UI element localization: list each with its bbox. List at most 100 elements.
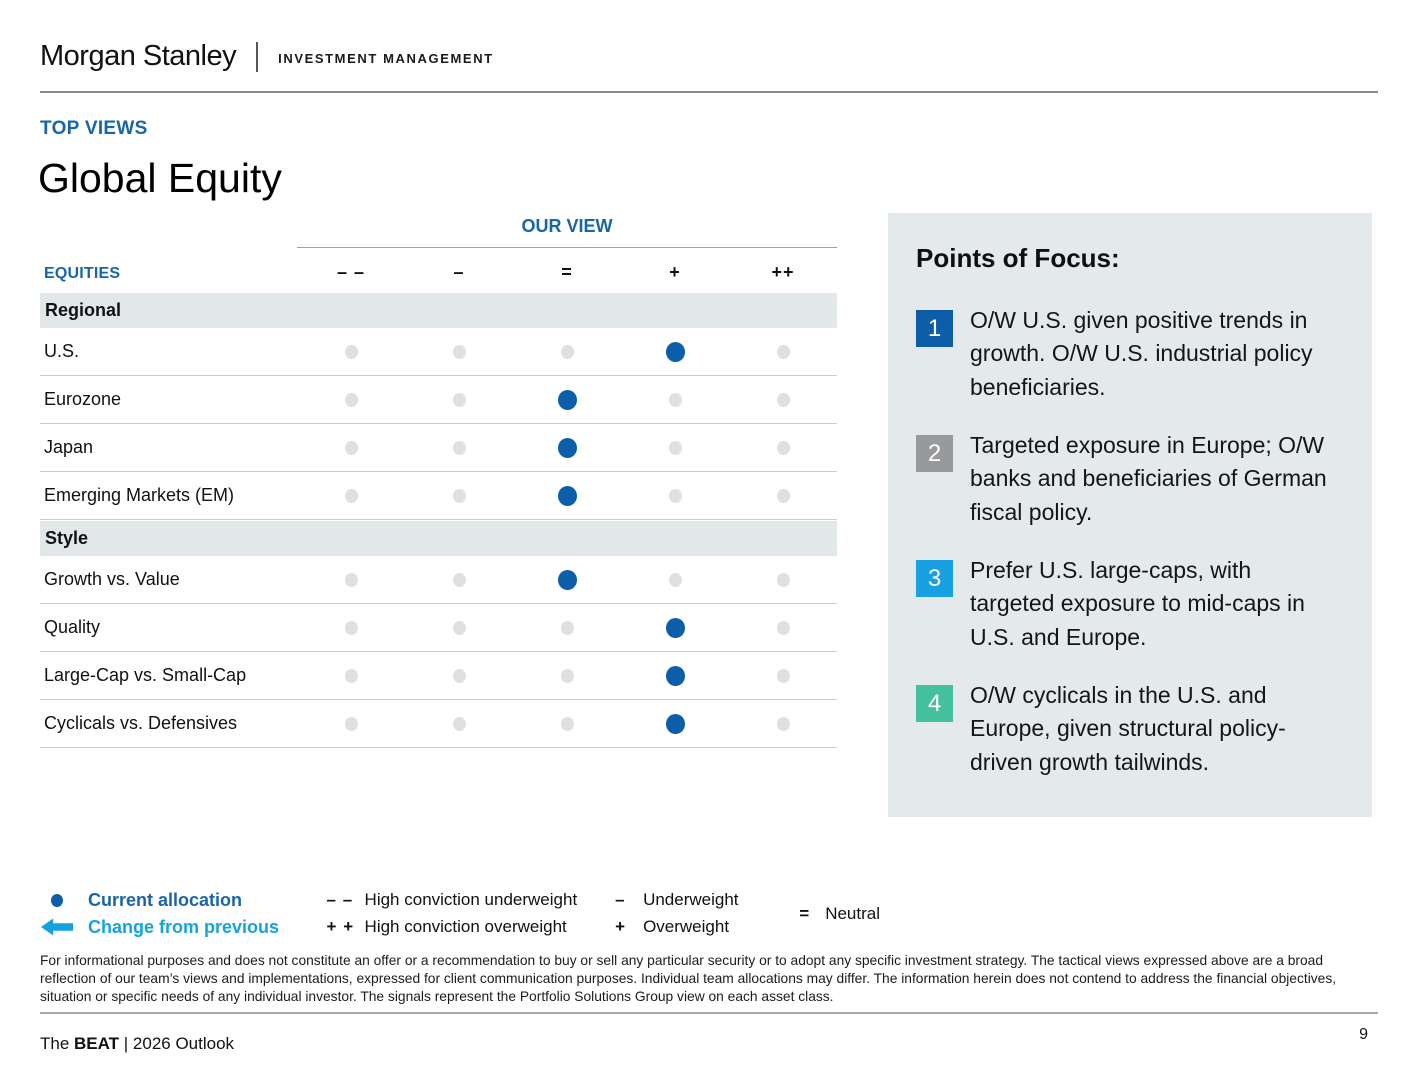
table-row: Large-Cap vs. Small-Cap xyxy=(40,652,837,700)
legend-symbol: + xyxy=(615,917,626,936)
equities-table: OUR VIEW EQUITIES – – – = + ++ Regional U.S. E… xyxy=(40,216,837,748)
footer-bold: BEAT xyxy=(74,1034,120,1053)
legend-label: Neutral xyxy=(825,903,880,923)
allocation-cell xyxy=(729,344,837,359)
legend-change-from-previous-label: Change from previous xyxy=(88,916,280,937)
empty-allocation-dot xyxy=(560,668,574,683)
row-label: Japan xyxy=(44,437,94,457)
column-header-row: EQUITIES – – – = + ++ xyxy=(40,248,837,292)
page-number: 9 xyxy=(1359,1026,1368,1043)
row-label: Emerging Markets (EM) xyxy=(44,485,235,505)
view-column-header: + xyxy=(669,262,681,282)
row-label: Eurozone xyxy=(44,389,122,409)
points-of-focus-panel: Points of Focus: 1 O/W U.S. given positiv… xyxy=(888,213,1372,817)
allocation-cell xyxy=(405,620,513,635)
empty-allocation-dot xyxy=(776,440,790,455)
allocation-cell xyxy=(729,392,837,407)
table-row: Quality xyxy=(40,604,837,652)
current-allocation-dot xyxy=(557,569,577,590)
empty-allocation-dot xyxy=(452,620,466,635)
row-label: Large-Cap vs. Small-Cap xyxy=(44,665,247,685)
empty-allocation-dot xyxy=(776,620,790,635)
allocation-cell xyxy=(405,440,513,455)
table-row: Eurozone xyxy=(40,376,837,424)
section-header-row: Style xyxy=(40,521,837,556)
empty-allocation-dot xyxy=(344,572,358,587)
empty-allocation-dot xyxy=(776,668,790,683)
allocation-cell xyxy=(297,716,405,731)
footer-divider xyxy=(40,1012,1378,1014)
allocation-cell xyxy=(513,485,621,506)
focus-point-text: O/W cyclicals in the U.S. and Europe, gi… xyxy=(970,682,1286,775)
legend-weight-group: – Underweight + Overweight xyxy=(615,889,771,938)
allocation-cell xyxy=(621,713,729,734)
allocation-cell xyxy=(297,392,405,407)
focus-point-number-badge: 1 xyxy=(916,310,953,347)
allocation-cell xyxy=(297,572,405,587)
empty-allocation-dot xyxy=(344,716,358,731)
empty-allocation-dot xyxy=(776,716,790,731)
allocation-cell xyxy=(621,617,729,638)
section-eyebrow: TOP VIEWS xyxy=(40,118,148,139)
current-allocation-dot xyxy=(557,389,577,410)
empty-allocation-dot xyxy=(344,620,358,635)
allocation-cell xyxy=(621,572,729,587)
change-arrow-icon xyxy=(41,918,73,936)
focus-point-text: Prefer U.S. large-caps, with targeted ex… xyxy=(970,557,1305,650)
empty-allocation-dot xyxy=(452,344,466,359)
allocation-cell xyxy=(621,341,729,362)
allocation-cell xyxy=(621,665,729,686)
legend: Current allocation Change from previous … xyxy=(40,889,880,938)
focus-point-item: 1 O/W U.S. given positive trends in growt… xyxy=(916,304,1344,404)
empty-allocation-dot xyxy=(344,488,358,503)
allocation-cell xyxy=(297,344,405,359)
allocation-cell xyxy=(405,392,513,407)
points-of-focus-list: 1 O/W U.S. given positive trends in growt… xyxy=(916,304,1344,779)
table-row: Emerging Markets (EM) xyxy=(40,472,837,520)
legend-item: – Underweight xyxy=(615,889,771,911)
allocation-cell xyxy=(513,389,621,410)
legend-label: High conviction underweight xyxy=(364,890,578,909)
allocation-cell xyxy=(621,392,729,407)
empty-allocation-dot xyxy=(452,440,466,455)
logo-divider xyxy=(256,41,259,72)
allocation-cell xyxy=(297,620,405,635)
current-allocation-dot xyxy=(665,713,685,734)
legend-symbol: = xyxy=(799,903,811,923)
table-row: Cyclicals vs. Defensives xyxy=(40,700,837,748)
allocation-cell xyxy=(729,440,837,455)
row-label: Cyclicals vs. Defensives xyxy=(44,713,238,733)
logo-investment-management: INVESTMENT MANAGEMENT xyxy=(278,51,494,66)
legend-item: – – High conviction underweight xyxy=(327,889,616,911)
allocation-cell xyxy=(513,668,621,683)
focus-point-text: Targeted exposure in Europe; O/W banks a… xyxy=(970,432,1327,525)
current-allocation-dot xyxy=(665,341,685,362)
footer-pre: The xyxy=(40,1034,75,1053)
allocation-cell xyxy=(513,620,621,635)
legend-symbol: – – xyxy=(326,890,354,909)
empty-allocation-dot xyxy=(452,668,466,683)
focus-point-item: 3 Prefer U.S. large-caps, with targeted e… xyxy=(916,554,1344,654)
view-column-header: – – xyxy=(336,262,366,282)
empty-allocation-dot xyxy=(452,392,466,407)
points-of-focus-title: Points of Focus: xyxy=(916,243,1120,273)
row-label: Growth vs. Value xyxy=(44,569,180,589)
legend-allocation-group: Current allocation Change from previous xyxy=(40,889,327,938)
legend-current-allocation-label: Current allocation xyxy=(88,889,243,910)
allocation-cell xyxy=(297,668,405,683)
row-label: Quality xyxy=(44,617,101,637)
focus-point-number-badge: 3 xyxy=(916,560,953,598)
allocation-cell xyxy=(405,488,513,503)
legend-label: Overweight xyxy=(643,917,730,936)
brand-logo: Morgan Stanley INVESTMENT MANAGEMENT xyxy=(40,40,494,73)
empty-allocation-dot xyxy=(452,488,466,503)
allocation-cell xyxy=(513,344,621,359)
legend-neutral-group: = Neutral xyxy=(799,903,880,925)
legend-item: = Neutral xyxy=(799,903,880,925)
empty-allocation-dot xyxy=(452,572,466,587)
current-allocation-dot xyxy=(665,665,685,686)
empty-allocation-dot xyxy=(776,392,790,407)
allocation-cell xyxy=(405,344,513,359)
view-column-header: = xyxy=(561,262,573,282)
